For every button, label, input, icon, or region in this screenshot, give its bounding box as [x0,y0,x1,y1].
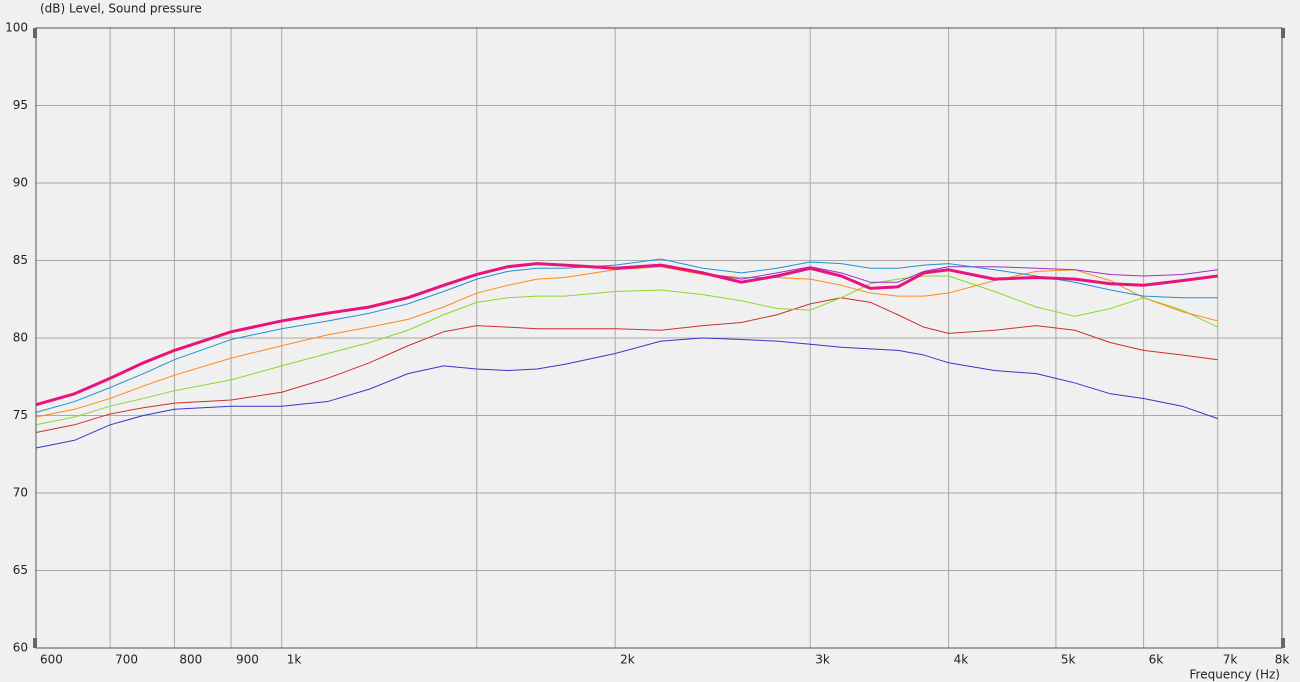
x-tick-label: 1k [287,653,302,667]
x-tick-label: 4k [954,653,969,667]
y-tick-label: 90 [13,176,28,190]
x-tick-label: 6k [1149,653,1164,667]
y-tick-label: 60 [13,641,28,655]
x-axis-title: Frequency (Hz) [1190,668,1281,682]
series-line [35,266,1218,418]
x-tick-label: 600 [40,653,63,667]
axis-handle [33,28,37,38]
series-line [35,337,1218,449]
y-tick-label: 95 [13,98,28,112]
series-line [35,262,1218,407]
x-tick-label: 2k [620,653,635,667]
x-tick-label: 5k [1061,653,1076,667]
series-line [35,275,1218,426]
y-tick-label: 75 [13,408,28,422]
x-tick-label: 700 [115,653,138,667]
y-tick-label: 80 [13,331,28,345]
plot-lines [35,258,1218,449]
y-axis-title: (dB) Level, Sound pressure [40,2,202,16]
series-line [35,258,1218,413]
grid [35,27,1283,649]
x-tick-label: 800 [179,653,202,667]
y-tick-label: 65 [13,563,28,577]
series-line [35,297,1218,434]
axis-handle [33,638,37,648]
y-tick-label: 85 [13,253,28,267]
plot-frame [35,27,1283,649]
axis-handle [1281,638,1285,648]
y-tick-label: 100 [5,21,28,35]
axis-handle [1281,28,1285,38]
x-tick-label: 3k [815,653,830,667]
x-tick-label: 8k [1275,653,1290,667]
x-tick-label: 900 [236,653,259,667]
x-tick-label: 7k [1223,653,1238,667]
y-tick-label: 70 [13,486,28,500]
